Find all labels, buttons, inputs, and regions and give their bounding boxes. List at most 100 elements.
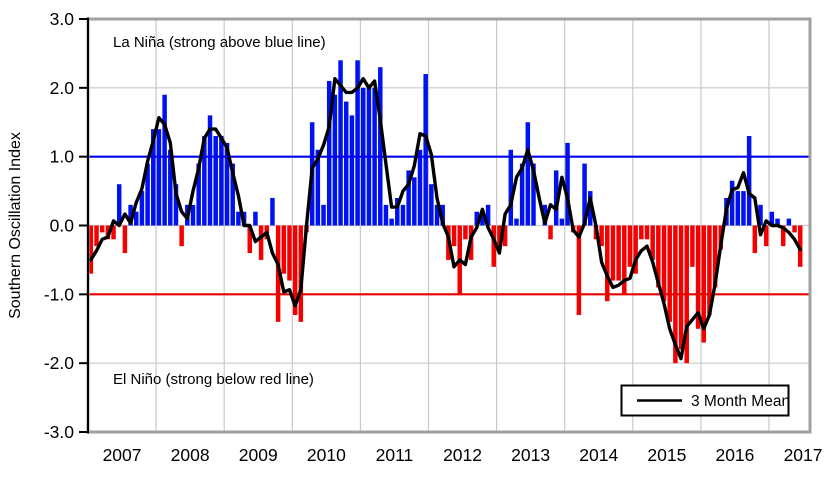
negative-soi-bar <box>88 225 94 274</box>
x-axis-year-label: 2009 <box>239 445 278 465</box>
y-axis-title: Southern Oscillation Index <box>7 132 24 319</box>
positive-soi-bar <box>525 122 531 226</box>
negative-soi-bar <box>707 225 712 315</box>
positive-soi-bar <box>156 129 162 226</box>
negative-soi-bar <box>627 225 633 267</box>
positive-soi-bar <box>332 94 338 226</box>
positive-soi-bar <box>746 136 752 226</box>
negative-soi-bar <box>622 225 627 295</box>
negative-soi-bar <box>780 225 786 247</box>
positive-soi-bar <box>480 211 485 226</box>
negative-soi-bar <box>491 225 497 267</box>
positive-soi-bar <box>519 163 525 226</box>
positive-soi-bar <box>173 184 179 226</box>
positive-soi-bar <box>230 163 235 226</box>
positive-soi-bar <box>741 191 746 226</box>
x-axis-year-label: 2014 <box>579 445 618 465</box>
negative-soi-bar <box>497 225 502 247</box>
positive-soi-bar <box>559 218 565 226</box>
positive-soi-bar <box>565 142 570 226</box>
negative-soi-bar <box>690 225 695 267</box>
positive-soi-bar <box>326 80 332 226</box>
positive-soi-bar <box>542 204 548 226</box>
negative-soi-bar <box>111 225 116 240</box>
negative-soi-bar <box>599 225 604 247</box>
positive-soi-bar <box>406 170 411 226</box>
negative-soi-bar <box>576 225 582 315</box>
negative-soi-bar <box>605 225 610 302</box>
x-axis-year-label: 2007 <box>103 445 142 465</box>
negative-soi-bar <box>616 225 621 281</box>
positive-soi-bar <box>162 94 167 226</box>
positive-soi-bar <box>400 204 406 226</box>
positive-soi-bar <box>729 180 735 226</box>
negative-soi-bar <box>712 225 718 288</box>
positive-soi-bar <box>553 170 559 226</box>
positive-soi-bar <box>219 136 224 226</box>
positive-soi-bar <box>395 197 400 226</box>
negative-soi-bar <box>122 225 128 254</box>
positive-soi-bar <box>588 191 593 226</box>
positive-soi-bar <box>321 204 326 226</box>
positive-soi-bar <box>196 163 201 226</box>
y-axis-tick-label: 2.0 <box>50 78 75 98</box>
negative-soi-bar <box>639 225 644 240</box>
negative-soi-bar <box>94 225 99 247</box>
negative-soi-bar <box>548 225 553 240</box>
positive-soi-bar <box>151 129 156 226</box>
negative-soi-bar <box>258 225 264 260</box>
positive-soi-bar <box>338 60 343 226</box>
positive-soi-bar <box>440 204 445 226</box>
positive-soi-bar <box>213 136 218 226</box>
positive-soi-bar <box>485 204 491 226</box>
positive-soi-bar <box>758 204 763 226</box>
positive-soi-bar <box>207 115 213 226</box>
negative-soi-bar <box>247 225 252 254</box>
negative-soi-bar <box>292 225 298 315</box>
y-axis-tick-label: 0.0 <box>50 216 75 236</box>
negative-soi-bar <box>656 225 661 288</box>
positive-soi-bar <box>423 74 428 226</box>
negative-soi-bar <box>763 225 769 247</box>
positive-soi-bar <box>417 149 423 226</box>
x-axis-year-label: 2015 <box>647 445 686 465</box>
negative-soi-bar <box>678 225 684 350</box>
positive-soi-bar <box>190 204 196 226</box>
negative-soi-bar <box>701 225 706 343</box>
positive-soi-bar <box>508 149 514 226</box>
negative-soi-bar <box>275 225 281 322</box>
y-axis-tick-label: 3.0 <box>50 9 75 29</box>
positive-soi-bar <box>735 191 741 226</box>
positive-soi-bar <box>531 163 536 226</box>
positive-soi-bar <box>514 218 519 226</box>
negative-soi-bar <box>752 225 758 254</box>
x-axis-year-label: 2016 <box>715 445 754 465</box>
positive-soi-bar <box>343 101 349 226</box>
negative-soi-bar <box>463 225 468 240</box>
positive-soi-bar <box>429 184 434 226</box>
positive-soi-bar <box>769 211 775 226</box>
positive-soi-bar <box>378 67 383 226</box>
positive-soi-bar <box>253 211 258 226</box>
positive-soi-bar <box>349 115 355 226</box>
x-axis-year-label: 2013 <box>511 445 550 465</box>
positive-soi-bar <box>139 191 145 226</box>
negative-soi-bar <box>281 225 287 274</box>
negative-soi-bar <box>99 225 105 233</box>
negative-soi-bar <box>610 225 616 281</box>
el-nino-annotation: El Niño (strong below red line) <box>113 371 314 388</box>
x-axis-year-label: 2010 <box>307 445 346 465</box>
positive-soi-bar <box>389 218 394 226</box>
y-axis-tick-label: -2.0 <box>44 353 74 373</box>
negative-soi-bar <box>502 225 508 247</box>
positive-soi-bar <box>134 211 139 226</box>
positive-soi-bar <box>474 211 479 226</box>
positive-soi-bar <box>202 136 207 226</box>
negative-soi-bar <box>451 225 457 247</box>
three-month-mean-line <box>89 77 802 361</box>
negative-soi-bar <box>661 225 667 302</box>
positive-soi-bar <box>168 149 173 226</box>
x-axis-year-label: 2012 <box>443 445 482 465</box>
